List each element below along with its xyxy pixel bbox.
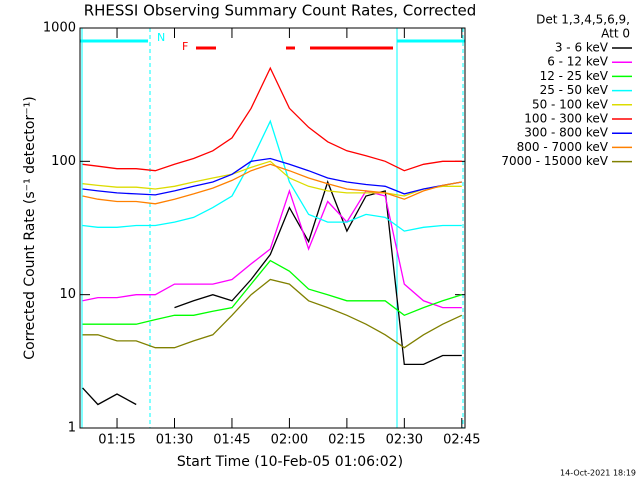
- x-tick-label: 01:45: [213, 433, 250, 448]
- series-line: [82, 163, 462, 205]
- x-axis-label: Start Time (10-Feb-05 01:06:02): [177, 454, 403, 470]
- footer: 14-Oct-2021 18:19: [560, 469, 636, 478]
- legend-label: 3 - 6 keV: [555, 41, 609, 55]
- legend-label: 100 - 300 keV: [524, 112, 608, 126]
- annotation: F: [182, 40, 188, 53]
- legend-label: 50 - 100 keV: [532, 97, 609, 111]
- legend-label: 25 - 50 keV: [540, 83, 609, 97]
- series-line: [82, 157, 462, 196]
- x-tick-label: 02:45: [443, 433, 480, 448]
- y-tick-label: 100: [51, 154, 76, 169]
- series-line: [82, 66, 462, 172]
- series-line: [82, 259, 462, 325]
- y-tick-label: 10: [59, 287, 76, 302]
- legend-label: 12 - 25 keV: [540, 69, 609, 83]
- series-line: [82, 188, 462, 309]
- annotation: N: [157, 31, 165, 44]
- x-tick-label: 02:00: [271, 433, 308, 448]
- series-line: [82, 119, 462, 232]
- x-tick-label: 01:15: [98, 433, 135, 448]
- y-tick-label: 1: [68, 421, 76, 436]
- series-line: [82, 278, 463, 349]
- x-tick-label: 02:30: [386, 433, 423, 448]
- legend-label: 6 - 12 keV: [547, 55, 609, 69]
- legend-label: 300 - 800 keV: [524, 126, 608, 140]
- legend-label: 7000 - 15000 keV: [501, 154, 608, 168]
- x-tick-label: 02:15: [328, 433, 365, 448]
- legend-title: Att 0: [601, 27, 630, 41]
- series-line: [82, 180, 462, 406]
- plot-frame: [79, 27, 466, 429]
- legend-title: Det 1,3,4,5,6,9,: [536, 13, 630, 27]
- chart-title: RHESSI Observing Summary Count Rates, Co…: [84, 2, 477, 20]
- y-tick-label: 1000: [43, 21, 76, 36]
- legend-label: 800 - 7000 keV: [517, 140, 609, 154]
- flags: N F: [80, 28, 465, 428]
- y-axis-label: Corrected Count Rate (s⁻¹ detector⁻¹): [22, 96, 38, 359]
- x-tick-label: 01:30: [156, 433, 193, 448]
- series-line: [82, 160, 462, 197]
